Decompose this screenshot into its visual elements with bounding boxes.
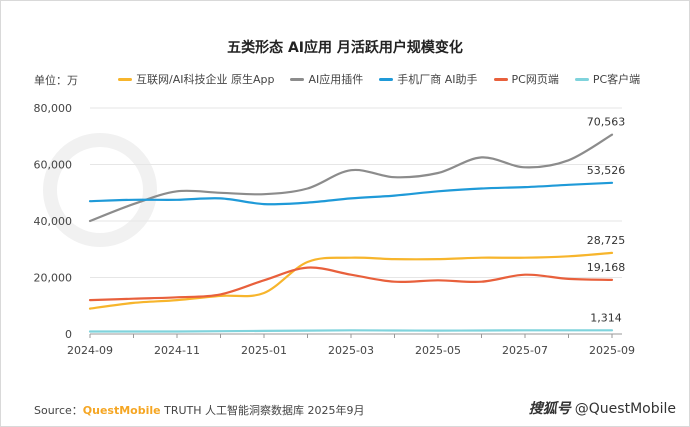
legend-swatch xyxy=(379,77,394,81)
publisher-credit: 搜狐号 @QuestMobile xyxy=(529,398,676,418)
y-tick-label: 0 xyxy=(65,328,72,341)
watermark-logo xyxy=(43,133,157,247)
end-value-label: 1,314 xyxy=(590,311,622,324)
publisher-site: 搜狐号 xyxy=(528,401,571,417)
y-tick-label: 20,000 xyxy=(34,272,73,285)
x-tick-label: 2025-09 xyxy=(589,344,635,357)
legend-swatch xyxy=(574,77,589,81)
series-line-2 xyxy=(88,181,614,206)
legend-item: AI应用插件 xyxy=(290,71,363,87)
end-value-label: 19,168 xyxy=(587,261,626,274)
source-prefix: Source： xyxy=(34,404,83,417)
x-tick-label: 2025-01 xyxy=(241,344,287,357)
legend-swatch xyxy=(118,77,132,81)
source-brand: QuestMobile xyxy=(82,404,161,417)
legend-item: PC网页端 xyxy=(493,71,559,87)
x-tick-label: 2024-09 xyxy=(67,344,113,357)
legend-item: 手机厂商 AI助手 xyxy=(379,71,478,87)
legend-label: 互联网/AI科技企业 原生App xyxy=(136,73,275,86)
legend-label: PC网页端 xyxy=(511,73,559,86)
legend-item: 互联网/AI科技企业 原生App xyxy=(118,71,274,87)
chart-legend: 互联网/AI科技企业 原生App AI应用插件 手机厂商 AI助手 PC网页端 PC客户… xyxy=(118,72,656,86)
end-value-label: 28,725 xyxy=(587,234,626,247)
series-line-3 xyxy=(88,266,614,302)
y-tick-label: 60,000 xyxy=(34,159,73,172)
series-line-0 xyxy=(88,251,614,310)
series-line-4 xyxy=(88,329,614,333)
legend-label: PC客户端 xyxy=(592,73,641,86)
source-note: Source：QuestMobile TRUTH 人工智能洞察数据库 2025年… xyxy=(34,402,365,418)
legend-label: AI应用插件 xyxy=(308,73,364,86)
publisher-handle: @QuestMobile xyxy=(574,401,676,417)
legend-label: 手机厂商 AI助手 xyxy=(397,73,478,86)
x-tick-label: 2025-07 xyxy=(502,344,548,357)
legend-swatch xyxy=(290,77,305,81)
y-tick-label: 40,000 xyxy=(34,215,73,228)
unit-label: 单位：万 xyxy=(34,74,78,87)
x-tick-label: 2024-11 xyxy=(154,344,200,357)
y-tick-label: 80,000 xyxy=(34,102,73,115)
end-value-label: 70,563 xyxy=(587,116,626,129)
chart-title: 五类形态 AI应用 月活跃用户规模变化 xyxy=(227,40,463,56)
legend-item: PC客户端 xyxy=(574,71,641,87)
source-text: TRUTH 人工智能洞察数据库 2025年9月 xyxy=(160,404,365,417)
x-tick-label: 2025-05 xyxy=(415,344,461,357)
legend-swatch xyxy=(493,77,508,81)
end-value-label: 53,526 xyxy=(587,164,626,177)
x-tick-label: 2025-03 xyxy=(328,344,374,357)
series-line-1 xyxy=(88,133,614,223)
